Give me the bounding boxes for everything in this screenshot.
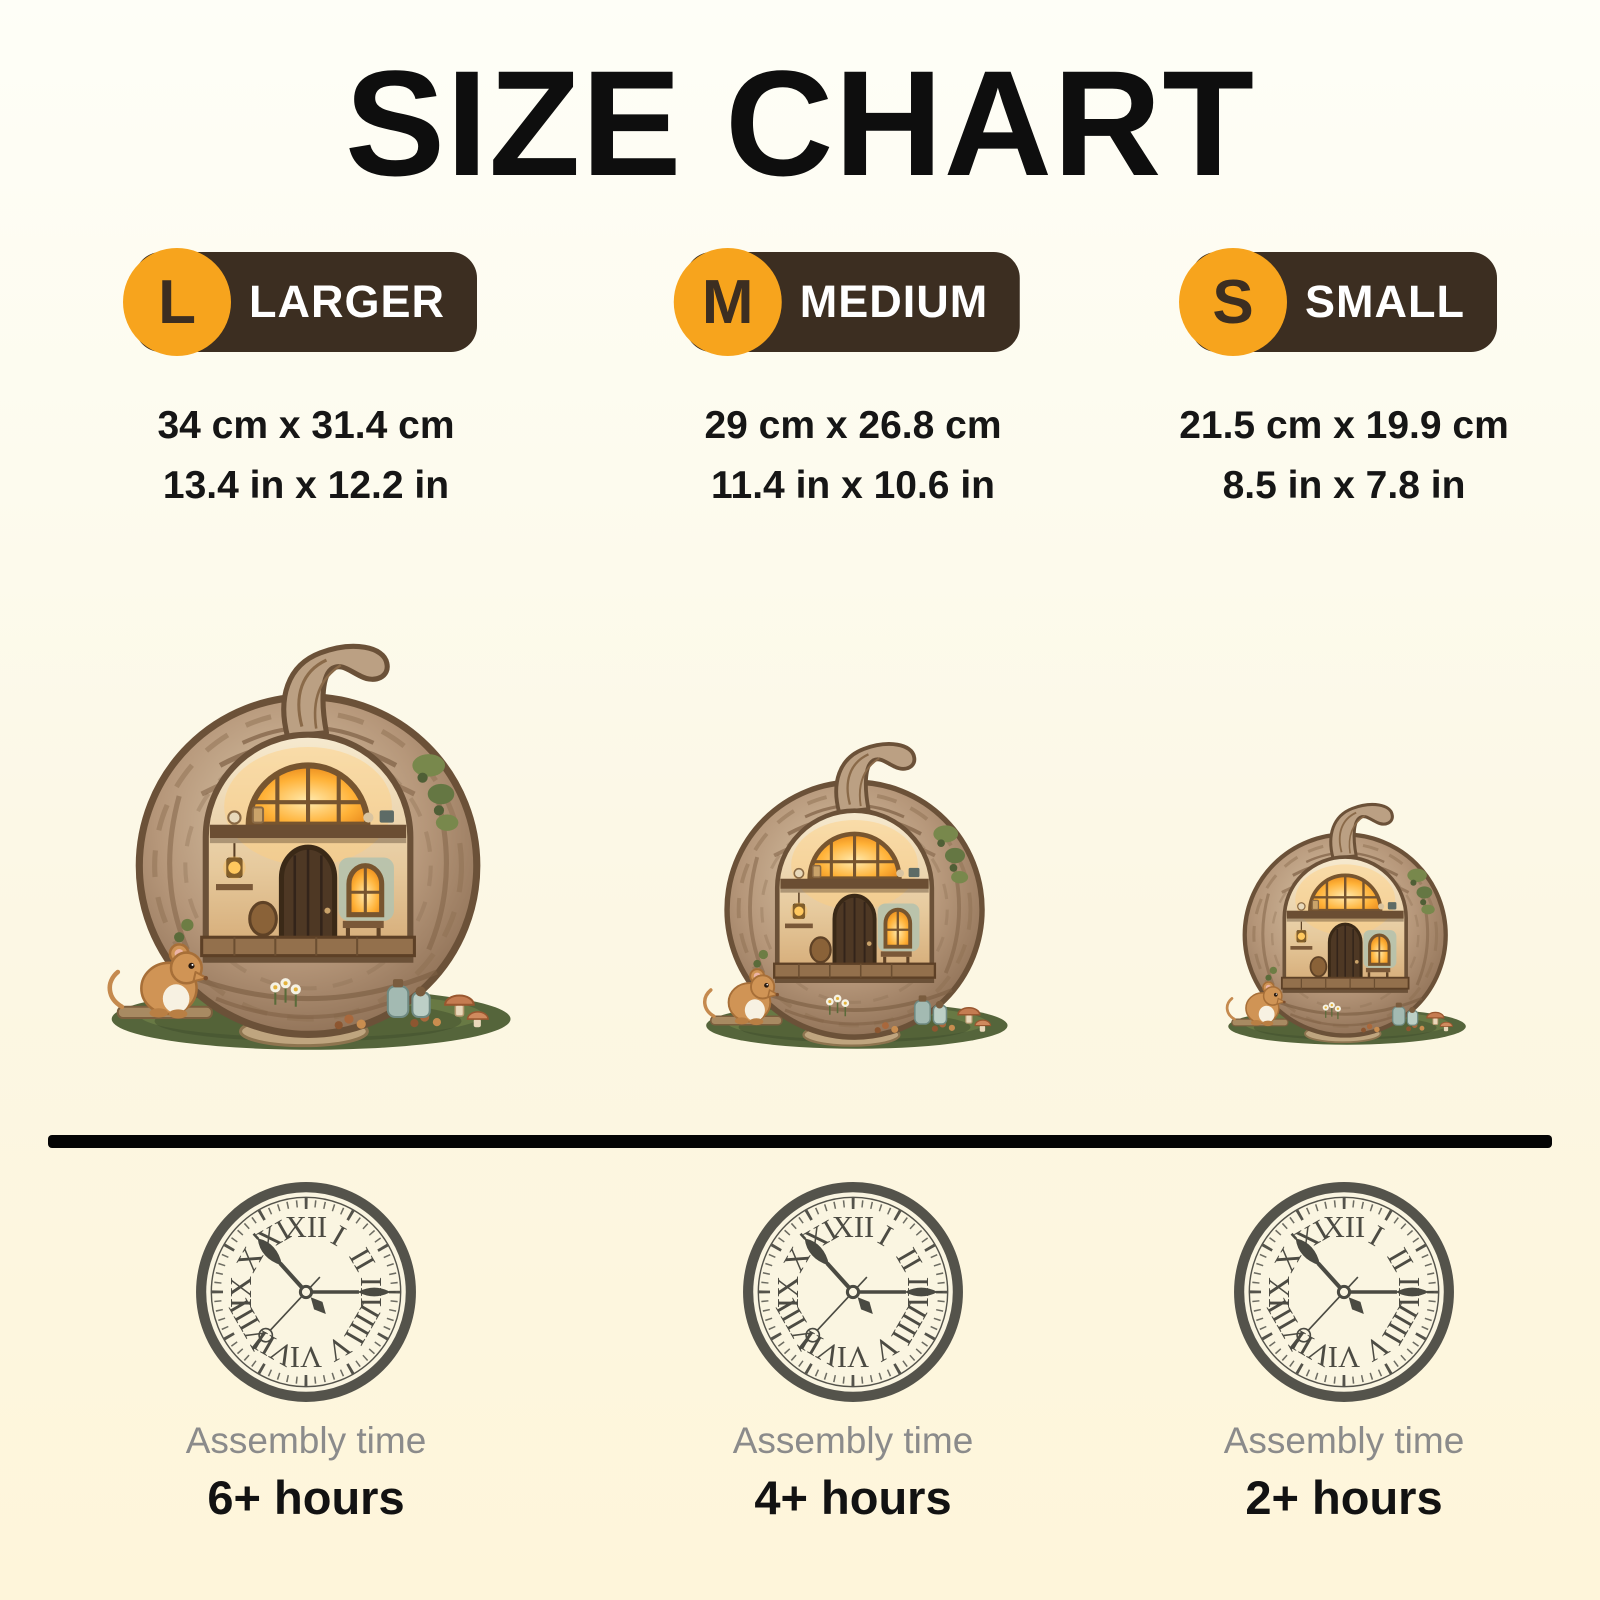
product-image-larger	[81, 612, 531, 1062]
dimension-metric: 34 cm x 31.4 cm	[157, 404, 455, 447]
dimension-metric: 29 cm x 26.8 cm	[704, 404, 1002, 447]
pumpkin-house-illustration	[1210, 784, 1478, 1052]
clock-icon	[741, 1180, 965, 1404]
size-badge-medium: M MEDIUM	[673, 248, 1021, 356]
assembly-time-value: 2+ hours	[1245, 1471, 1443, 1524]
section-divider	[48, 1135, 1552, 1148]
assembly-time-label: Assembly time	[1223, 1420, 1465, 1461]
dimension-imperial: 11.4 in x 10.6 in	[710, 464, 995, 507]
badge-label: LARGER	[249, 276, 445, 327]
badge-letter-circle: L	[123, 248, 231, 356]
badge-label: SMALL	[1305, 276, 1465, 327]
badge-letter-circle: M	[673, 248, 782, 356]
dimension-imperial: 8.5 in x 7.8 in	[1222, 464, 1466, 507]
dimension-imperial: 13.4 in x 12.2 in	[162, 464, 450, 507]
page-title: SIZE CHART	[345, 39, 1255, 207]
assembly-time-label: Assembly time	[185, 1420, 427, 1461]
pumpkin-house-illustration	[81, 612, 531, 1062]
product-image-small	[1210, 784, 1478, 1052]
assembly-time-label: Assembly time	[732, 1420, 974, 1461]
badge-label: MEDIUM	[799, 276, 989, 327]
badge-pill: L LARGER	[123, 248, 477, 356]
column-medium: M MEDIUM 29 cm x 26.8 cm 11.4 in x 10.6 …	[613, 0, 1093, 1600]
size-badge-larger: L LARGER	[123, 248, 477, 356]
assembly-time-value: 4+ hours	[754, 1471, 952, 1524]
badge-pill: S SMALL	[1179, 248, 1497, 356]
size-badge-small: S SMALL	[1179, 248, 1497, 356]
column-small: S SMALL 21.5 cm x 19.9 cm 8.5 in x 7.8 i…	[1104, 0, 1584, 1600]
column-larger: L LARGER 34 cm x 31.4 cm 13.4 in x 12.2 …	[66, 0, 546, 1600]
clock-icon	[194, 1180, 418, 1404]
clock-icon	[1232, 1180, 1456, 1404]
product-image-medium	[683, 718, 1023, 1058]
assembly-time-value: 6+ hours	[207, 1471, 405, 1524]
dimension-metric: 21.5 cm x 19.9 cm	[1179, 404, 1509, 447]
badge-letter-circle: S	[1179, 248, 1288, 356]
pumpkin-house-illustration	[683, 718, 1023, 1058]
badge-pill: M MEDIUM	[673, 248, 1021, 356]
